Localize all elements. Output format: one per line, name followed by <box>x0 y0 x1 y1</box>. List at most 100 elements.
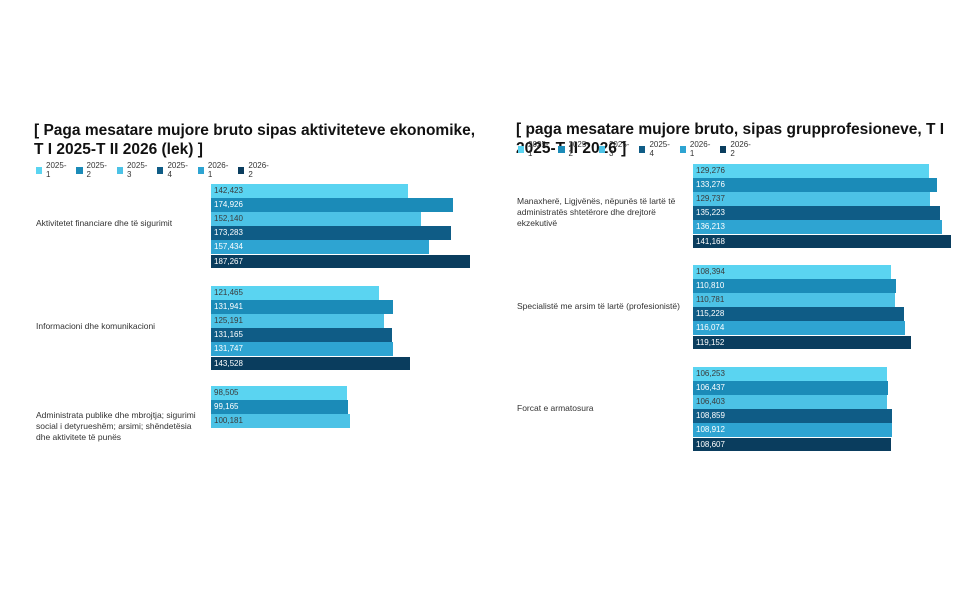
legend-item: 2025-4 <box>639 140 670 158</box>
bar <box>693 293 896 307</box>
bar <box>693 192 931 206</box>
bar <box>211 400 349 414</box>
bar <box>693 307 904 321</box>
legend-item: 2025-2 <box>558 140 589 158</box>
data-label: 108,394 <box>696 267 725 276</box>
bar <box>211 286 379 300</box>
data-label: 99,165 <box>214 402 239 412</box>
bar <box>693 321 906 335</box>
legend-item: 2026-2 <box>238 161 269 179</box>
data-label: 143,528 <box>214 358 243 368</box>
bar <box>693 409 892 423</box>
data-label: 116,074 <box>696 323 725 333</box>
legend-label: 2026-2 <box>248 161 269 179</box>
legend-label: 2025-2 <box>86 161 107 179</box>
chart-legend: 2025-1 2025-2 2025-3 2025-4 2026-1 2026-2 <box>36 161 279 179</box>
legend-swatch <box>76 166 83 174</box>
data-label: 157,434 <box>214 242 243 252</box>
bar <box>211 414 350 428</box>
bar <box>693 206 941 220</box>
data-label: 108,912 <box>696 425 725 435</box>
data-label: 106,253 <box>696 369 725 378</box>
bar <box>211 328 393 342</box>
legend-item: 2025-1 <box>518 140 549 158</box>
data-label: 136,213 <box>696 222 725 232</box>
chart-title: [ Paga mesatare mujore bruto sipas aktiv… <box>34 122 476 158</box>
data-label: 106,403 <box>696 397 725 407</box>
legend-swatch <box>720 145 727 153</box>
bar <box>693 335 911 349</box>
data-label: 125,191 <box>214 316 243 326</box>
bar <box>693 279 896 293</box>
legend-item: 2026-2 <box>720 140 751 158</box>
legend-item: 2026-1 <box>679 140 711 158</box>
legend-label: 2025-1 <box>528 140 549 158</box>
legend-swatch <box>679 145 686 153</box>
category-label: Administrata publike dhe mbrojtja; sigur… <box>36 410 196 442</box>
bar <box>211 386 348 400</box>
legend-label: 2025-3 <box>608 140 630 158</box>
bar <box>211 198 453 212</box>
category-label: Forcat e armatosura <box>517 403 594 413</box>
legend-label: 2025-3 <box>126 161 148 179</box>
bar <box>693 423 893 437</box>
bar <box>211 356 410 370</box>
legend-label: 2025-2 <box>568 140 589 158</box>
legend-item: 2025-1 <box>36 161 67 179</box>
data-label: 187,267 <box>214 256 243 266</box>
data-label: 110,810 <box>696 281 725 291</box>
legend-label: 2025-4 <box>649 140 670 158</box>
legend-item: 2026-1 <box>197 161 229 179</box>
legend-label: 2025-4 <box>167 161 188 179</box>
legend-label: 2025-1 <box>46 161 67 179</box>
data-label: 133,276 <box>696 180 725 190</box>
category-label: Aktivitetet financiare dhe të sigurimit <box>36 218 173 228</box>
bar <box>693 164 930 178</box>
data-label: 110,781 <box>696 295 725 305</box>
bar <box>693 178 937 192</box>
data-label: 121,465 <box>214 288 243 297</box>
data-label: 141,168 <box>696 236 725 246</box>
data-label: 108,607 <box>696 439 725 449</box>
legend-item: 2025-4 <box>157 161 188 179</box>
category-label: Informacioni dhe komunikacioni <box>36 321 156 331</box>
legend-label: 2026-1 <box>207 161 229 179</box>
chart-legend: 2025-1 2025-2 2025-3 2025-4 2026-1 2026-2 <box>518 140 761 158</box>
data-label: 174,926 <box>214 200 243 210</box>
bar <box>211 300 394 314</box>
data-label: 98,505 <box>214 388 239 397</box>
bar <box>211 314 385 328</box>
legend-swatch <box>558 145 565 153</box>
data-label: 142,423 <box>214 186 243 195</box>
data-label: 152,140 <box>214 214 243 224</box>
legend-swatch <box>157 166 164 174</box>
legend-swatch <box>116 166 123 174</box>
data-label: 129,737 <box>696 194 725 204</box>
legend-swatch <box>639 145 646 153</box>
legend-swatch <box>238 166 245 174</box>
data-label: 173,283 <box>214 228 243 238</box>
legend-swatch <box>197 166 204 174</box>
legend-label: 2026-1 <box>689 140 711 158</box>
bar <box>211 226 451 240</box>
bar <box>211 240 429 254</box>
data-label: 119,152 <box>696 337 725 347</box>
legend-item: 2025-3 <box>598 140 630 158</box>
bar <box>211 342 394 356</box>
legend-item: 2025-2 <box>76 161 107 179</box>
bar <box>693 395 888 409</box>
bar <box>693 265 892 279</box>
legend-swatch <box>36 166 43 174</box>
legend-label: 2026-2 <box>730 140 751 158</box>
bar <box>693 234 951 248</box>
category-label: Specialistë me arsim të lartë (profesion… <box>517 301 680 311</box>
bar <box>211 254 470 268</box>
data-label: 108,859 <box>696 411 725 421</box>
data-label: 100,181 <box>214 416 243 426</box>
bar <box>211 184 408 198</box>
bar <box>211 212 422 226</box>
data-label: 129,276 <box>696 166 725 175</box>
chart-title: [ paga mesatare mujore bruto, sipas grup… <box>516 121 945 157</box>
legend-swatch <box>598 145 605 153</box>
data-label: 135,223 <box>696 208 725 218</box>
